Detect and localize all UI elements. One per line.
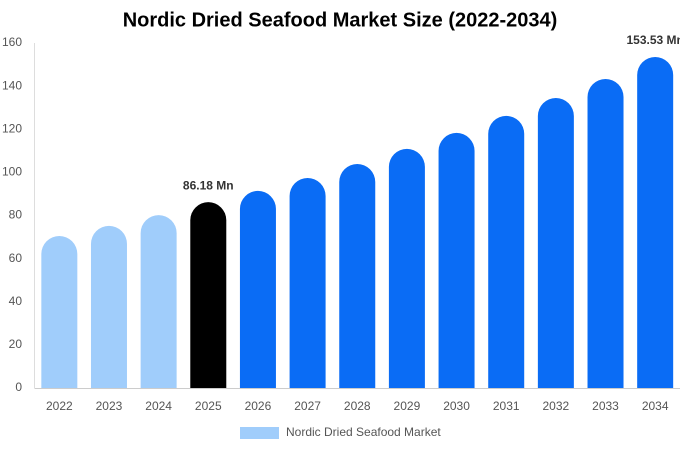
y-tick-label: 80 [9,208,23,222]
value-label: 153.53 Mn [626,33,680,47]
legend-swatch [240,427,279,439]
x-tick-label: 2034 [642,399,669,413]
bar [90,225,127,388]
x-tick-label: 2032 [543,399,570,413]
y-tick-label: 20 [9,337,23,351]
bar [140,215,177,388]
bar [537,97,574,388]
bar [488,115,525,388]
bar [239,190,276,388]
x-tick-label: 2031 [493,399,520,413]
x-tick-label: 2022 [46,399,73,413]
y-tick-label: 160 [2,35,22,49]
x-tick-label: 2026 [245,399,272,413]
x-tick-label: 2030 [443,399,470,413]
value-label: 86.18 Mn [183,178,234,192]
legend-label: Nordic Dried Seafood Market [286,425,441,439]
bar [289,177,326,388]
y-tick-label: 40 [9,294,23,308]
x-tick-label: 2028 [344,399,371,413]
x-tick-label: 2024 [145,399,172,413]
y-tick-label: 140 [2,78,22,92]
bar [388,148,425,388]
x-tick-label: 2023 [96,399,123,413]
y-tick-label: 120 [2,121,22,135]
y-tick-label: 100 [2,165,22,179]
bar [637,56,674,389]
bar [438,132,475,388]
y-tick-label: 60 [9,251,23,265]
chart-title: Nordic Dried Seafood Market Size (2022-2… [123,9,558,31]
bar [41,235,78,388]
x-tick-label: 2033 [592,399,619,413]
x-tick-label: 2027 [294,399,321,413]
bar [190,202,227,388]
bar [339,163,376,388]
x-tick-label: 2025 [195,399,222,413]
x-tick-label: 2029 [394,399,421,413]
bar [587,79,624,388]
y-tick-label: 0 [15,380,22,394]
